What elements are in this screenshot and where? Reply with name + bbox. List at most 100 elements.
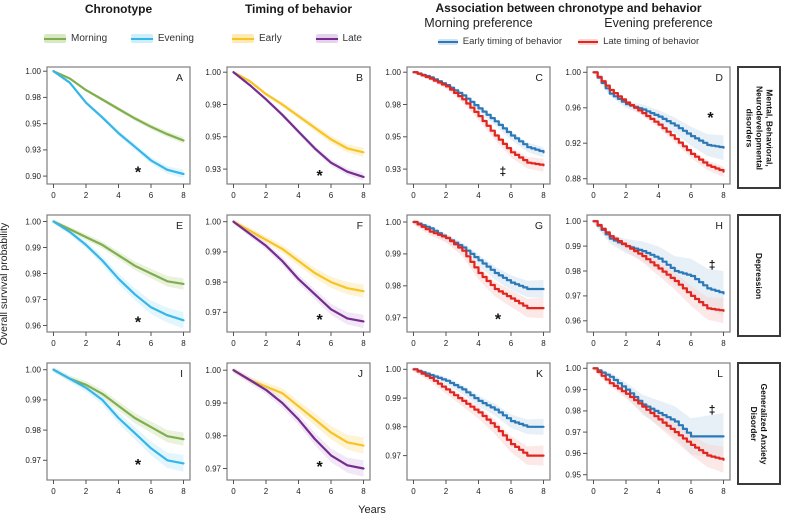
survival-panel-C: 1.00 0.98 0.95 0.93 0 2 4 6 8 C ‡ — [374, 62, 554, 210]
x-tick-label: 6 — [149, 487, 154, 496]
x-tick-label: 0 — [591, 191, 596, 200]
row-label-gad: Generalized Anxiety Disorder — [734, 358, 781, 506]
y-tick-label: 0.96 — [25, 321, 41, 330]
y-tick-label: 1.00 — [205, 68, 221, 77]
y-tick-label: 1.00 — [25, 366, 41, 375]
x-tick-label: 0 — [411, 191, 416, 200]
survival-curve — [592, 220, 725, 312]
significance-marker: * — [135, 315, 142, 332]
legend-label: Early timing of behavior — [462, 36, 563, 47]
y-tick-label: 0.88 — [565, 175, 581, 184]
x-tick-label: 4 — [476, 191, 481, 200]
y-tick-label: 0.97 — [205, 308, 221, 317]
y-tick-label: 0.97 — [205, 464, 221, 473]
x-tick-label: 6 — [509, 191, 514, 200]
legend-item-early: Early — [232, 33, 282, 44]
x-tick-label: 8 — [721, 339, 726, 348]
y-tick-label: 0.98 — [205, 432, 221, 441]
x-tick-label: 8 — [361, 487, 366, 496]
x-tick-label: 4 — [116, 191, 121, 200]
x-tick-label: 6 — [329, 339, 334, 348]
survival-curve — [592, 71, 725, 149]
x-tick-label: 2 — [624, 339, 629, 348]
survival-curve — [412, 368, 545, 428]
significance-marker: * — [135, 457, 142, 474]
y-tick-label: 0.99 — [205, 248, 221, 257]
y-tick-label: 0.99 — [565, 242, 581, 251]
y-tick-label: 1.00 — [385, 218, 401, 227]
y-tick-label: 0.96 — [565, 449, 581, 458]
x-tick-label: 0 — [231, 487, 236, 496]
panel-row-3: 1.00 0.99 0.98 0.97 0 2 4 6 8 I * 1.00 0.99 0.98 0.97 0… — [14, 358, 781, 506]
significance-marker: ‡ — [500, 164, 507, 178]
survival-curve — [52, 70, 185, 176]
panel-letter: I — [180, 368, 183, 380]
survival-panel-E: 1.00 0.99 0.98 0.97 0.96 0 2 4 6 8 E * — [14, 210, 194, 358]
y-tick-label: 0.98 — [565, 407, 581, 416]
survival-panel-I: 1.00 0.99 0.98 0.97 0 2 4 6 8 I * — [14, 358, 194, 506]
legend-timing: Early Late — [232, 33, 362, 44]
x-tick-label: 0 — [591, 339, 596, 348]
significance-marker: ‡ — [709, 403, 716, 417]
survival-panel-A: 1.00 0.98 0.95 0.93 0.90 0 2 4 6 8 A * — [14, 62, 194, 210]
survival-curve — [232, 369, 365, 470]
significance-marker: * — [495, 311, 502, 328]
legend-label: Morning — [71, 33, 108, 44]
survival-plot-J: 1.00 0.99 0.98 0.97 0 2 4 6 8 J * — [205, 362, 371, 496]
panel-letter: G — [535, 220, 543, 232]
x-tick-label: 4 — [116, 339, 121, 348]
early-timing-line-swatch — [437, 38, 458, 45]
y-tick-label: 0.93 — [385, 165, 401, 174]
y-tick-label: 0.97 — [25, 295, 41, 304]
x-tick-label: 4 — [656, 487, 661, 496]
panel-grid: 1.00 0.98 0.95 0.93 0.90 0 2 4 6 8 A * 1.00 0.98 0.95 0… — [14, 62, 781, 506]
x-tick-label: 0 — [51, 339, 56, 348]
x-tick-label: 2 — [84, 487, 89, 496]
x-tick-label: 6 — [509, 487, 514, 496]
late-timing-line-swatch — [578, 38, 599, 45]
y-tick-label: 0.99 — [205, 399, 221, 408]
survival-panel-B: 1.00 0.98 0.95 0.93 0 2 4 6 8 B * — [194, 62, 374, 210]
x-tick-label: 2 — [264, 191, 269, 200]
y-tick-label: 0.97 — [25, 456, 41, 465]
survival-curve — [412, 71, 545, 167]
y-tick-label: 1.00 — [385, 68, 401, 77]
survival-panel-K: 1.00 0.99 0.98 0.97 0 2 4 6 8 K — [374, 358, 554, 506]
panel-letter: D — [715, 72, 723, 84]
y-tick-label: 0.98 — [385, 282, 401, 291]
legend-item-evening: Evening — [130, 33, 194, 44]
y-tick-label: 1.00 — [385, 365, 401, 374]
panel-letter: A — [176, 72, 183, 84]
significance-marker: * — [707, 110, 714, 127]
legend-chronotype: Morning Evening — [44, 33, 194, 44]
legend-label: Late timing of behavior — [603, 36, 700, 47]
x-tick-label: 2 — [444, 339, 449, 348]
survival-plot-H: 1.00 0.99 0.98 0.97 0.96 0 2 4 6 8 H ‡ — [565, 214, 731, 348]
legend-label: Late — [342, 33, 362, 44]
y-tick-label: 1.00 — [565, 68, 581, 77]
panel-letter: L — [717, 368, 723, 380]
x-tick-label: 6 — [509, 339, 514, 348]
early-line-swatch — [232, 34, 254, 43]
x-tick-label: 2 — [624, 191, 629, 200]
panel-letter: C — [535, 72, 543, 84]
x-tick-label: 0 — [51, 191, 56, 200]
y-tick-label: 1.00 — [205, 366, 221, 375]
x-tick-label: 2 — [264, 339, 269, 348]
y-tick-label: 0.97 — [385, 451, 401, 460]
survival-curve — [592, 71, 725, 173]
x-tick-label: 4 — [656, 339, 661, 348]
survival-panel-G: 1.00 0.99 0.98 0.97 0 2 4 6 8 G * — [374, 210, 554, 358]
x-tick-label: 0 — [591, 487, 596, 496]
y-tick-label: 1.00 — [565, 364, 581, 373]
survival-curve — [412, 220, 545, 310]
x-tick-label: 8 — [181, 191, 186, 200]
y-tick-label: 0.99 — [385, 394, 401, 403]
x-tick-label: 6 — [149, 191, 154, 200]
y-tick-label: 0.97 — [385, 314, 401, 323]
row-label-mental-disorders: Mental, Behavioral, Neurodevelopmental d… — [734, 62, 781, 210]
row-label-depression: Depression — [734, 210, 781, 358]
row-label-text: Mental, Behavioral, Neurodevelopmental d… — [743, 85, 775, 170]
y-tick-label: 0.98 — [385, 100, 401, 109]
